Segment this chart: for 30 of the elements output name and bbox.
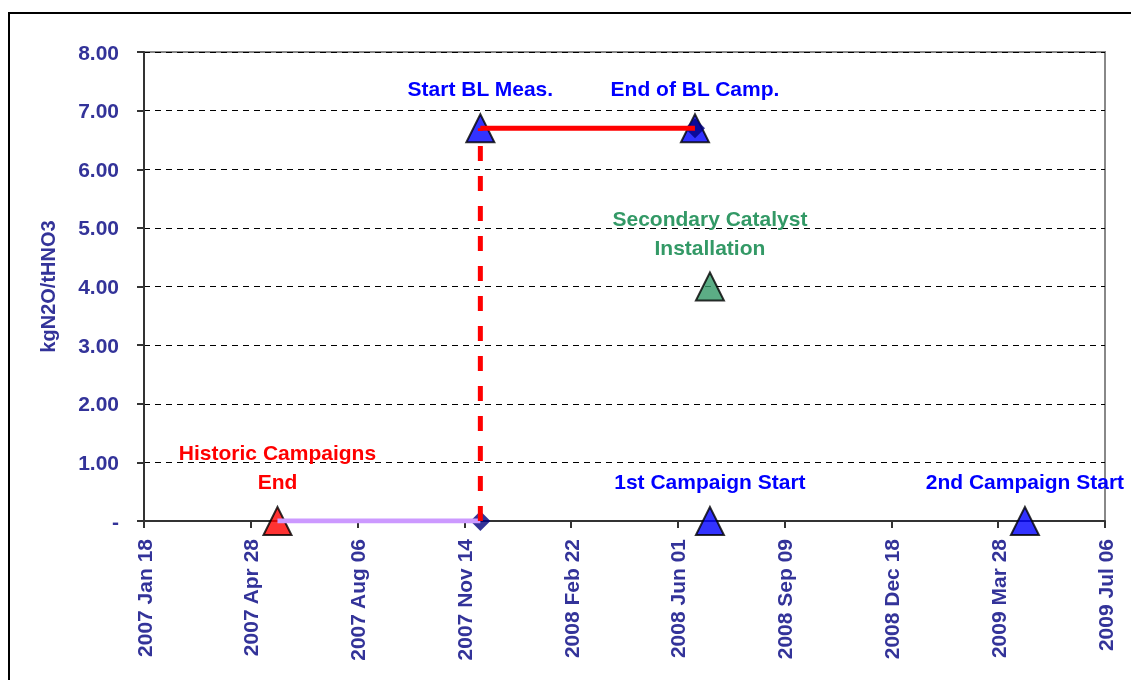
x-tick-label: 2009 Jul 06 <box>1093 539 1117 652</box>
x-tick-label: 2007 Jan 18 <box>132 538 156 657</box>
point <box>694 271 725 302</box>
y-tick-label: 1.00 <box>78 450 119 474</box>
y-tick-label: - <box>112 509 119 533</box>
annotation: End of BL Camp. <box>610 77 780 101</box>
x-tick-label: 2008 Feb 22 <box>559 539 583 659</box>
point <box>694 506 725 536</box>
x-tick-label: 2008 Jun 01 <box>666 538 690 659</box>
x-tick-label: 2008 Dec 18 <box>879 538 903 660</box>
y-tick-label: 2.00 <box>78 392 119 416</box>
x-tick-label: 2008 Sep 09 <box>773 539 797 660</box>
annotation: 2nd Campaign Start <box>925 470 1125 493</box>
y-tick-label: 5.00 <box>78 216 119 240</box>
annotation: 1st Campaign Start <box>614 470 806 493</box>
point <box>1009 506 1040 536</box>
y-tick-label: 6.00 <box>78 157 119 181</box>
x-tick-label: 2007 Apr 28 <box>239 538 263 657</box>
y-tick-label: 7.00 <box>78 99 119 123</box>
x-tick-label: 2009 Mar 28 <box>986 538 1010 659</box>
x-tick-label: 2007 Aug 06 <box>346 539 370 661</box>
annotation: Secondary Catalyst Installation <box>612 206 808 259</box>
point <box>262 506 293 536</box>
annotation: Historic Campaigns End <box>178 441 377 493</box>
annotation: Start BL Meas. <box>407 77 554 101</box>
x-tick-label: 2007 Nov 14 <box>452 538 476 661</box>
y-tick-label: 3.00 <box>78 333 119 357</box>
y-tick-label: 8.00 <box>78 40 119 64</box>
y-tick-label: 4.00 <box>78 275 119 298</box>
y-axis-title: kgN2O/tHNO3 <box>37 220 59 353</box>
